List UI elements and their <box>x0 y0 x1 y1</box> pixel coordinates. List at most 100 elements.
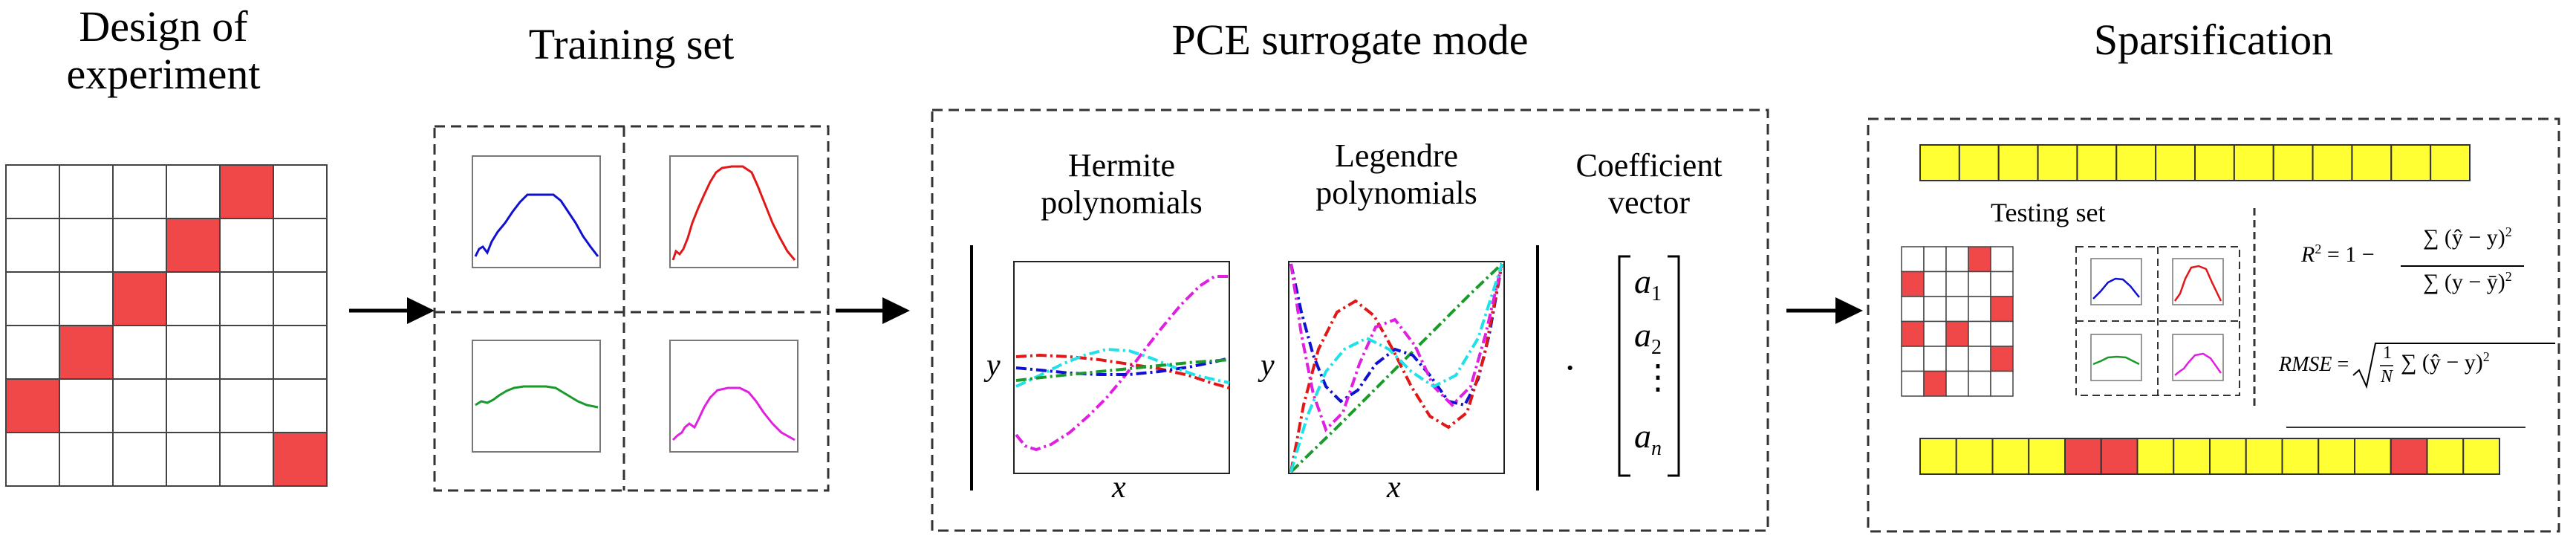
grid-cell <box>219 325 274 380</box>
rmse-sum-expr: ∑ (ŷ − y) <box>2401 350 2483 375</box>
grid-cell <box>112 164 167 219</box>
grid-cell <box>273 271 328 326</box>
grid-cell <box>219 271 274 326</box>
training-curve-magenta <box>671 386 796 441</box>
grid-cell <box>166 271 221 326</box>
grid-cell <box>112 432 167 487</box>
coefficient-cell <box>2281 438 2320 475</box>
grid-cell-sampled <box>1990 296 2014 323</box>
legendre-label-line2: polynomials <box>1315 175 1477 211</box>
r2-denominator-expr: ∑ (y − ȳ) <box>2423 270 2505 294</box>
rmse-sum: ∑ (ŷ − y)2 <box>2401 349 2490 375</box>
legendre-curve-blue <box>1289 263 1503 407</box>
grid-cell <box>273 218 328 273</box>
coefficient-cell <box>2136 438 2175 475</box>
testing-plot-blue <box>2090 258 2142 305</box>
coefficient-ellipsis: ⋮ <box>1641 358 1675 396</box>
r2-numerator: ∑ (ŷ − y)2 <box>2423 224 2512 250</box>
doe-title-line2: experiment <box>66 50 261 98</box>
r2-numerator-expr: ∑ (ŷ − y) <box>2423 225 2505 250</box>
grid-cell <box>1968 320 1991 347</box>
doe-title-line1: Design of <box>79 2 248 51</box>
grid-cell <box>59 218 114 273</box>
legendre-curve-magenta <box>1289 263 1503 433</box>
grid-cell <box>1901 246 1925 273</box>
rmse-sqrt-sign <box>2352 343 2555 389</box>
training-plot-magenta <box>669 340 799 453</box>
grid-cell <box>5 271 60 326</box>
coefficient-an-sub: n <box>1651 437 1662 461</box>
testing-plot-magenta <box>2172 334 2224 381</box>
grid-cell-sampled <box>273 432 328 487</box>
grid-cell <box>1923 346 1947 372</box>
grid-cell <box>59 271 114 326</box>
grid-cell <box>1901 370 1925 397</box>
arrow-training-to-pce <box>836 297 910 324</box>
coefficient-cell <box>2209 438 2247 475</box>
grid-cell <box>112 325 167 380</box>
coefficient-cell <box>1919 144 1960 181</box>
coefficient-cell <box>1958 144 2000 181</box>
legendre-curve-red <box>1289 263 1503 473</box>
testing-plot-green <box>2090 334 2142 381</box>
coefficient-cell <box>2194 144 2235 181</box>
coefficient-cell <box>2245 438 2283 475</box>
training-set-box <box>433 125 830 492</box>
coefficient-cell <box>2233 144 2274 181</box>
coefficient-cell <box>2318 438 2355 475</box>
training-plot-green <box>472 340 601 453</box>
grid-cell <box>1990 271 2014 297</box>
coefficient-cell <box>2173 438 2211 475</box>
pce-box <box>931 109 1769 532</box>
coefficient-a1-symbol: a <box>1634 262 1651 300</box>
grid-cell <box>166 378 221 433</box>
grid-cell <box>273 325 328 380</box>
r2-lhs: R <box>2301 242 2315 267</box>
coefficient-cell <box>2354 438 2392 475</box>
grid-cell-sampled <box>5 378 60 433</box>
coefficient-label: Coefficient vector <box>1549 147 1749 221</box>
arrow-doe-to-training <box>349 297 435 324</box>
testing-set-grid <box>1901 246 2014 397</box>
coefficient-cell <box>2390 144 2432 181</box>
grid-cell <box>1968 296 1991 323</box>
coefficient-a1-sub: 1 <box>1651 282 1662 306</box>
hermite-label-line1: Hermite <box>1067 147 1176 184</box>
grid-cell <box>1990 370 2014 397</box>
coefficient-cell <box>2351 144 2393 181</box>
coefficient-cell <box>2430 144 2471 181</box>
grid-cell <box>59 164 114 219</box>
grid-cell <box>112 218 167 273</box>
coefficient-cell <box>2155 144 2196 181</box>
grid-cell-sampled <box>1968 246 1991 273</box>
grid-cell <box>219 218 274 273</box>
grid-cell <box>5 325 60 380</box>
testing-set-label: Testing set <box>1991 198 2106 227</box>
legendre-axis-y: y <box>1261 349 1275 383</box>
coefficient-cell-active <box>2064 438 2102 475</box>
grid-cell <box>1968 271 1991 297</box>
grid-cell <box>5 432 60 487</box>
coefficient-a2-symbol: a <box>1634 316 1651 354</box>
training-plot-blue <box>472 155 601 268</box>
grid-cell <box>1901 296 1925 323</box>
coefficient-cell <box>2115 144 2157 181</box>
grid-cell <box>1923 271 1947 297</box>
grid-cell <box>1923 320 1947 347</box>
grid-cell-sampled <box>59 325 114 380</box>
grid-cell <box>273 378 328 433</box>
coefficient-cell <box>2076 144 2118 181</box>
grid-cell <box>1901 346 1925 372</box>
sparsification-title: Sparsification <box>2093 16 2334 64</box>
grid-cell-sampled <box>166 218 221 273</box>
grid-cell <box>166 325 221 380</box>
grid-cell-sampled <box>219 164 274 219</box>
grid-cell <box>166 432 221 487</box>
coefficient-a2-sub: 2 <box>1651 336 1662 360</box>
sparsification-box <box>1867 117 2560 533</box>
grid-cell <box>5 218 60 273</box>
coefficient-an-symbol: a <box>1634 417 1651 455</box>
coefficient-cell <box>2462 438 2500 475</box>
training-plot-red <box>669 155 799 268</box>
